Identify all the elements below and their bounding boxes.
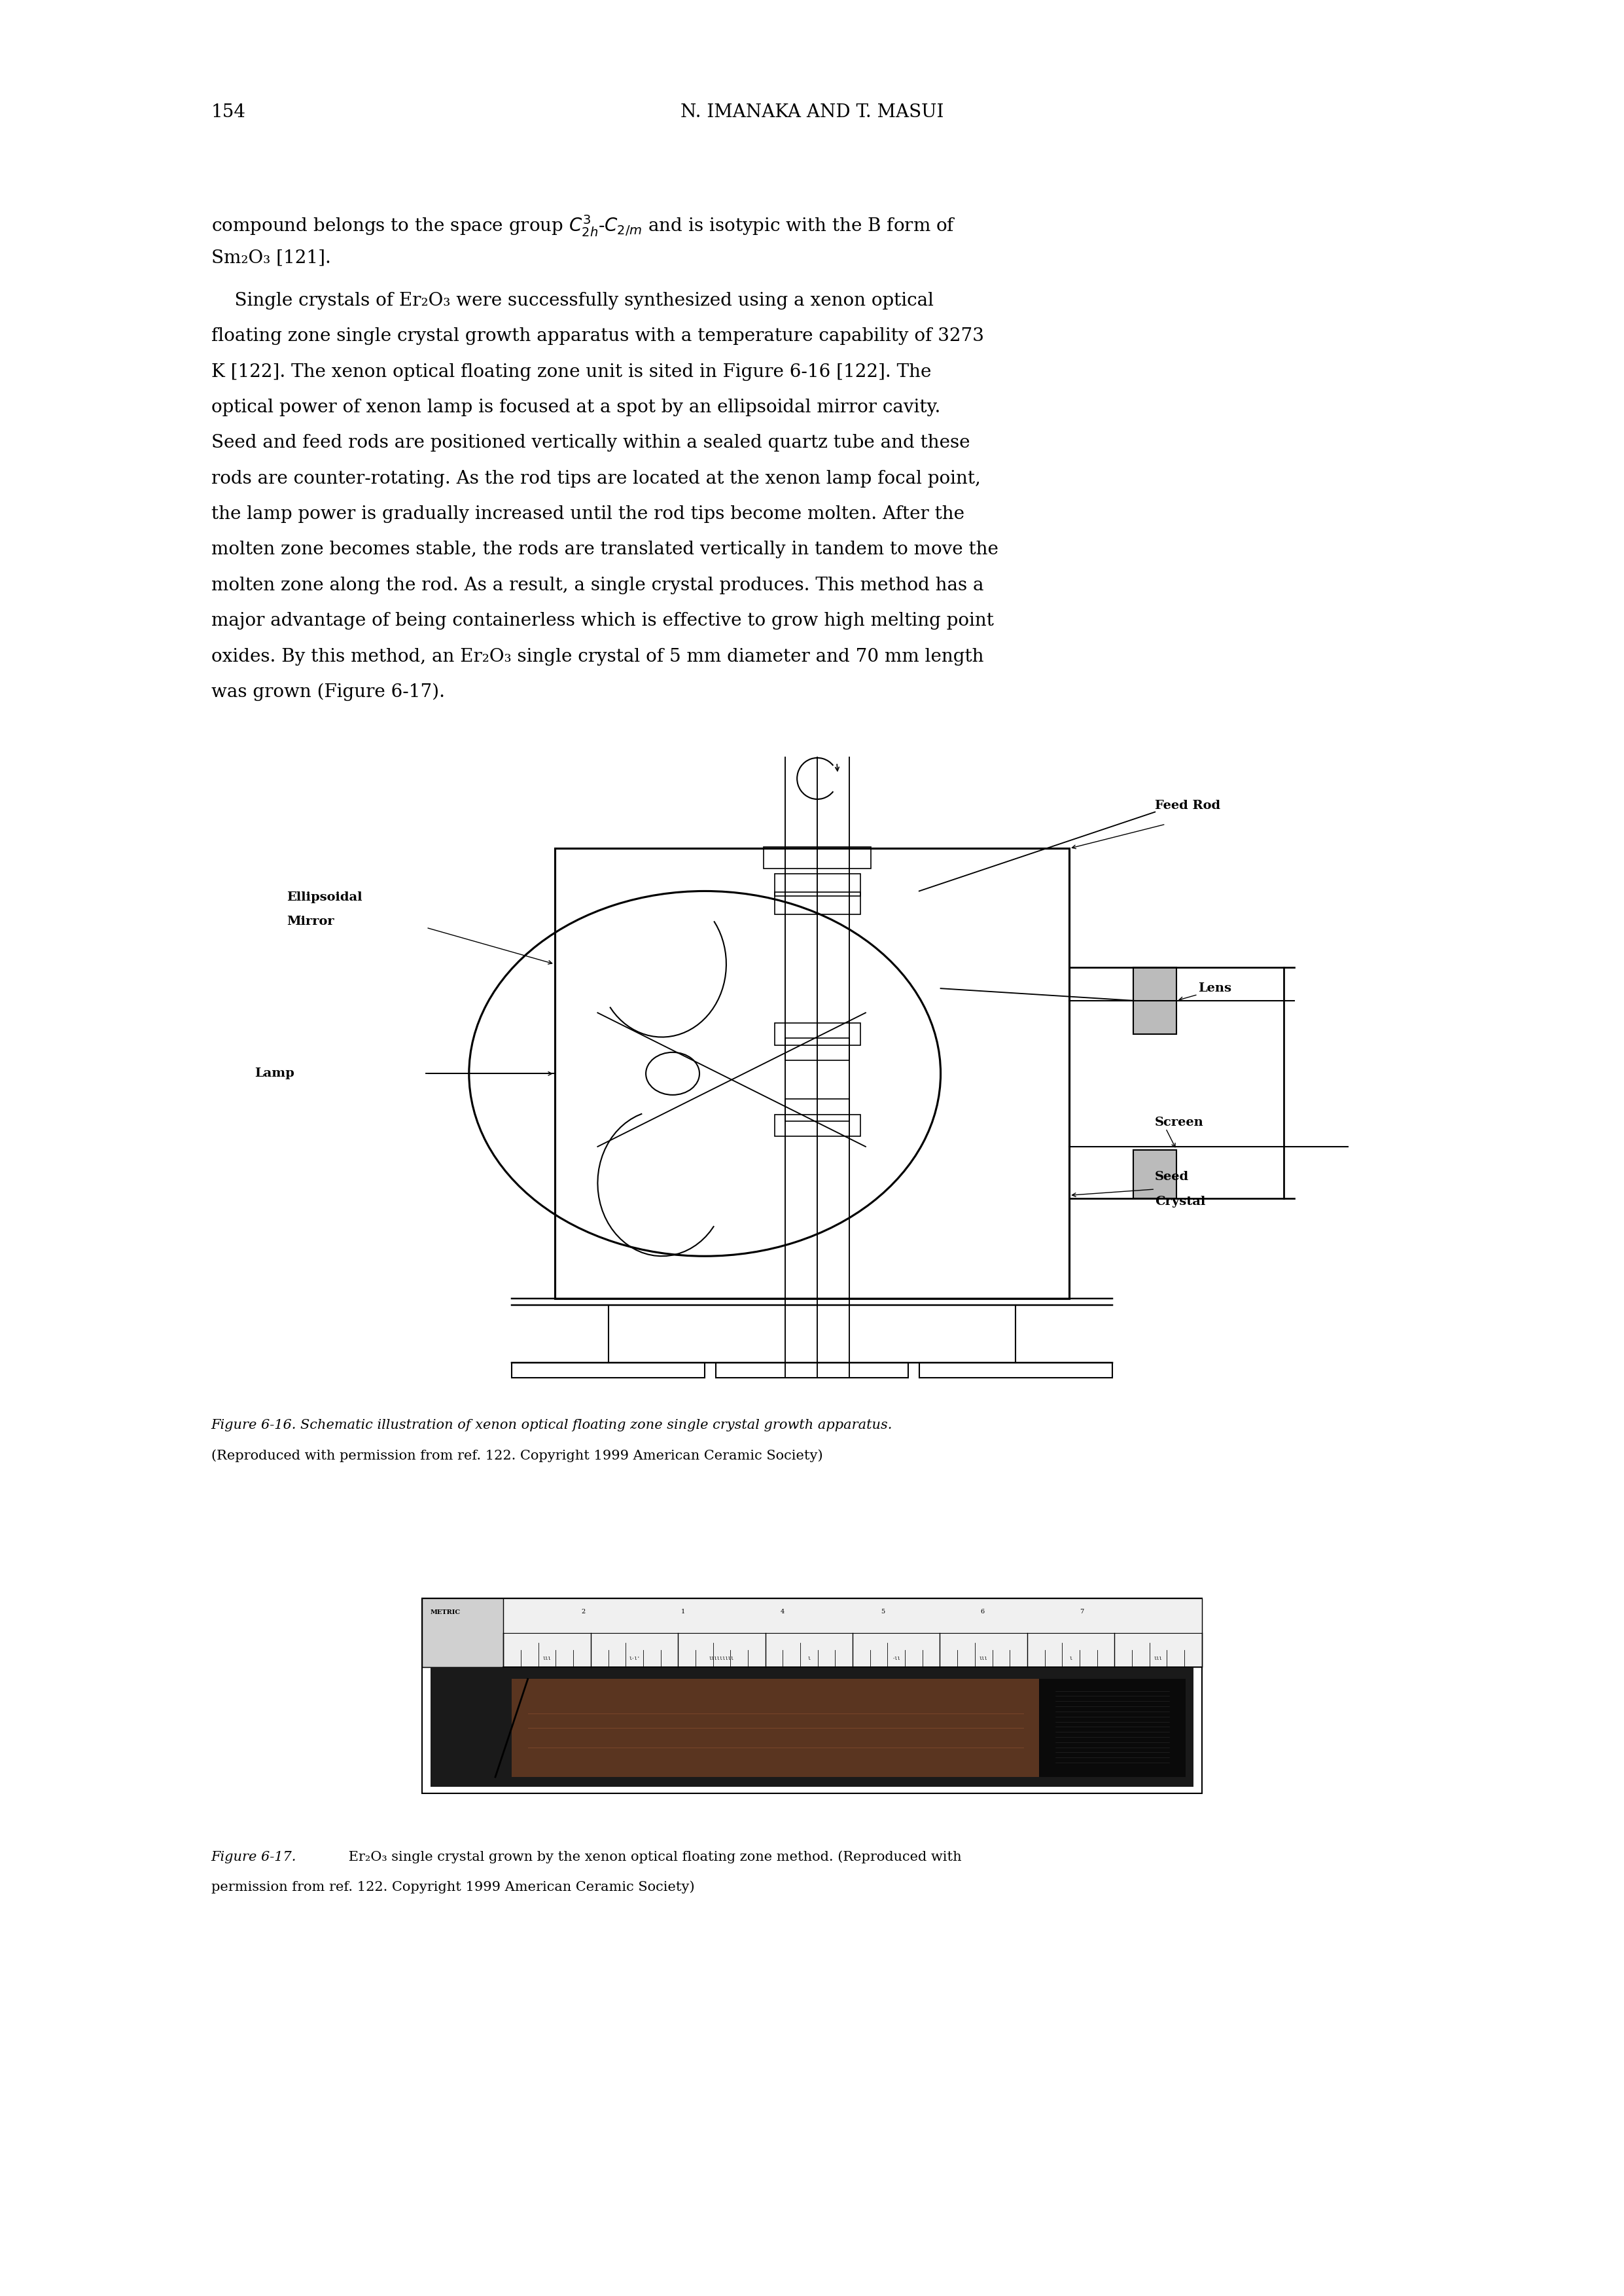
- Text: major advantage of being containerless which is effective to grow high melting p: major advantage of being containerless w…: [211, 613, 994, 629]
- Text: the lamp power is gradually increased until the rod tips become molten. After th: the lamp power is gradually increased un…: [211, 505, 965, 523]
- Text: Seed and feed rods are positioned vertically within a sealed quartz tube and the: Seed and feed rods are positioned vertic…: [211, 434, 970, 452]
- Text: Seed: Seed: [1155, 1171, 1189, 1182]
- Polygon shape: [1039, 1678, 1186, 1777]
- Text: lllllllll: lllllllll: [710, 1655, 734, 1660]
- Text: 5: 5: [880, 1609, 885, 1614]
- Text: l: l: [807, 1655, 810, 1660]
- Polygon shape: [422, 1598, 1202, 1793]
- Polygon shape: [1134, 1150, 1176, 1199]
- Text: Crystal: Crystal: [1155, 1196, 1205, 1208]
- Polygon shape: [1134, 967, 1176, 1033]
- Text: lll: lll: [542, 1655, 551, 1660]
- Polygon shape: [422, 1598, 503, 1667]
- Text: floating zone single crystal growth apparatus with a temperature capability of 3: floating zone single crystal growth appa…: [211, 328, 984, 344]
- Text: 6: 6: [981, 1609, 984, 1614]
- Text: compound belongs to the space group $C^3_{2h}$-$C_{2/m}$ and is isotypic with th: compound belongs to the space group $C^3…: [211, 214, 955, 239]
- Text: Er₂O₃ single crystal grown by the xenon optical floating zone method. (Reproduce: Er₂O₃ single crystal grown by the xenon …: [344, 1851, 961, 1864]
- Text: 154: 154: [211, 103, 245, 122]
- Polygon shape: [512, 1678, 1039, 1777]
- Text: Lens: Lens: [1199, 983, 1231, 994]
- Text: lll: lll: [979, 1655, 987, 1660]
- Text: rods are counter-rotating. As the rod tips are located at the xenon lamp focal p: rods are counter-rotating. As the rod ti…: [211, 471, 981, 487]
- Text: molten zone along the rod. As a result, a single crystal produces. This method h: molten zone along the rod. As a result, …: [211, 576, 984, 595]
- Text: l·l': l·l': [628, 1655, 640, 1660]
- Text: 2: 2: [581, 1609, 585, 1614]
- Text: Screen: Screen: [1155, 1116, 1203, 1127]
- Text: (Reproduced with permission from ref. 122. Copyright 1999 American Ceramic Socie: (Reproduced with permission from ref. 12…: [211, 1449, 823, 1463]
- Text: l: l: [1070, 1655, 1072, 1660]
- Text: K [122]. The xenon optical floating zone unit is sited in Figure 6-16 [122]. The: K [122]. The xenon optical floating zone…: [211, 363, 931, 381]
- Text: 7: 7: [1080, 1609, 1085, 1614]
- Text: oxides. By this method, an Er₂O₃ single crystal of 5 mm diameter and 70 mm lengt: oxides. By this method, an Er₂O₃ single …: [211, 647, 984, 666]
- Text: molten zone becomes stable, the rods are translated vertically in tandem to move: molten zone becomes stable, the rods are…: [211, 542, 999, 558]
- Text: 1: 1: [680, 1609, 685, 1614]
- Text: N. IMANAKA AND T. MASUI: N. IMANAKA AND T. MASUI: [680, 103, 944, 122]
- Text: Feed Rod: Feed Rod: [1155, 799, 1221, 813]
- Text: optical power of xenon lamp is focused at a spot by an ellipsoidal mirror cavity: optical power of xenon lamp is focused a…: [211, 400, 940, 416]
- Text: Figure 6-16. Schematic illustration of xenon optical floating zone single crysta: Figure 6-16. Schematic illustration of x…: [211, 1419, 893, 1433]
- Text: lll: lll: [1155, 1655, 1163, 1660]
- Text: Ellipsoidal: Ellipsoidal: [287, 891, 362, 902]
- Text: Mirror: Mirror: [287, 916, 335, 928]
- Polygon shape: [422, 1598, 1202, 1667]
- Text: Lamp: Lamp: [255, 1068, 294, 1079]
- Polygon shape: [430, 1667, 1194, 1786]
- Text: 4: 4: [781, 1609, 784, 1614]
- Text: Sm₂O₃ [121].: Sm₂O₃ [121].: [211, 248, 331, 266]
- Text: ·ll: ·ll: [892, 1655, 900, 1660]
- Text: Figure 6-17.: Figure 6-17.: [211, 1851, 297, 1864]
- Text: was grown (Figure 6-17).: was grown (Figure 6-17).: [211, 684, 445, 700]
- Text: permission from ref. 122. Copyright 1999 American Ceramic Society): permission from ref. 122. Copyright 1999…: [211, 1880, 695, 1894]
- Text: METRIC: METRIC: [430, 1609, 461, 1616]
- Text: Single crystals of Er₂O₃ were successfully synthesized using a xenon optical: Single crystals of Er₂O₃ were successful…: [211, 292, 934, 310]
